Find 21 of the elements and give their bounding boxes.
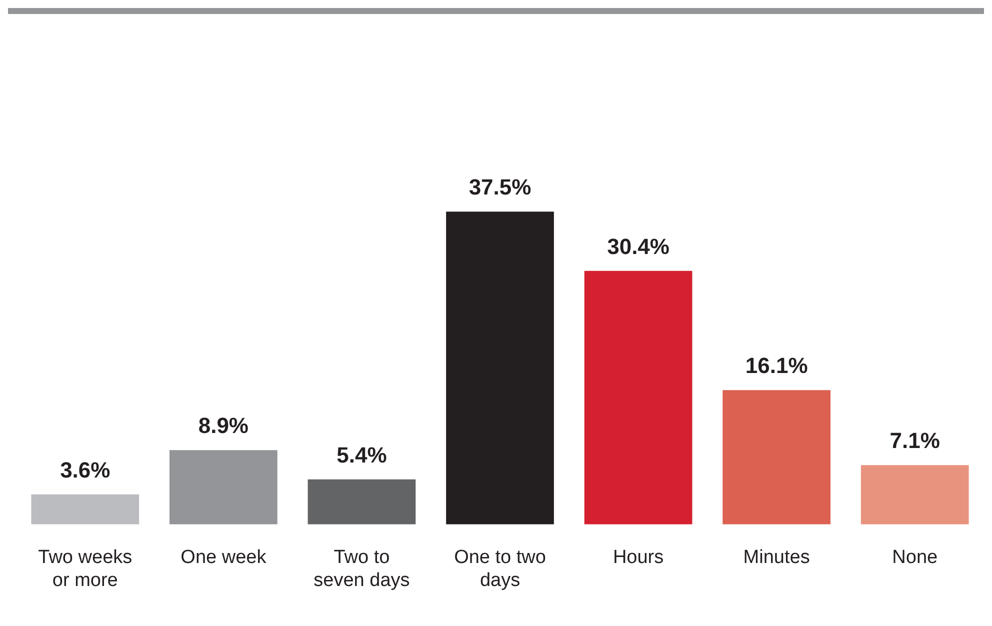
x-tick-label: None (892, 547, 938, 568)
bar (169, 450, 278, 524)
data-label: 8.9% (198, 413, 249, 438)
data-label: 5.4% (336, 442, 387, 468)
data-label: 3.6% (60, 457, 110, 482)
data-label: 16.1% (745, 353, 808, 378)
bar (860, 465, 969, 524)
bar (308, 479, 416, 524)
bar (446, 212, 554, 524)
x-tick-label: One week (180, 547, 267, 568)
data-label: 37.5% (468, 174, 532, 200)
bar (584, 270, 692, 524)
x-tick-label: One to two days (454, 547, 546, 591)
x-tick-label: Hours (612, 547, 664, 568)
x-tick-label: Two to seven days (314, 547, 410, 591)
x-tick-label: Two weeks or more (38, 547, 132, 591)
data-label: 7.1% (890, 428, 940, 454)
bar (722, 390, 831, 524)
bar (31, 494, 140, 524)
data-label: 30.4% (607, 234, 670, 259)
x-tick-label: Minutes (743, 547, 810, 568)
